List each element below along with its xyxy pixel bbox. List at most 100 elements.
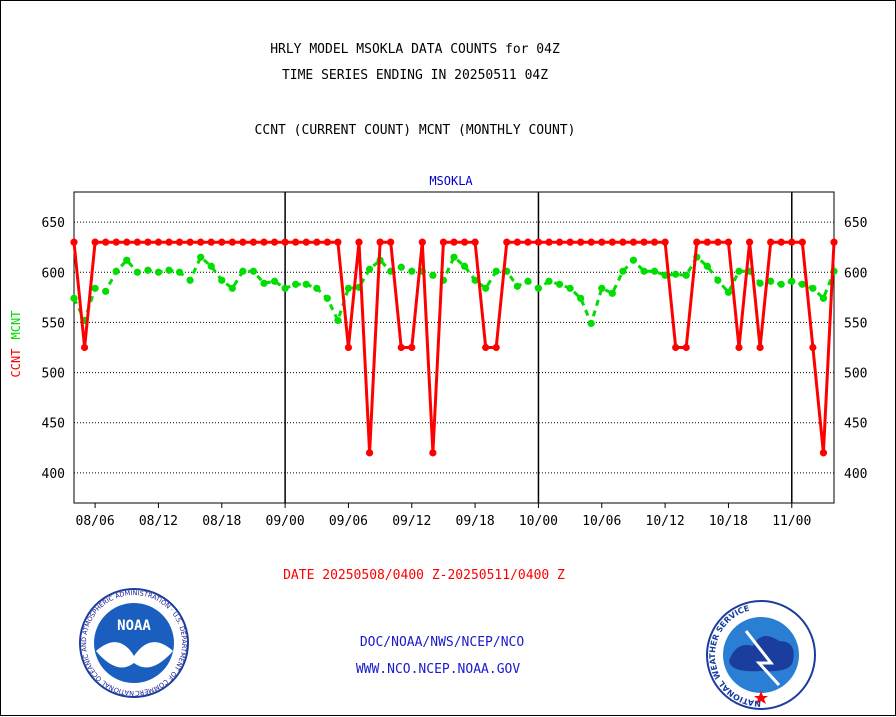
data-point-mcnt (102, 287, 110, 295)
data-point-ccnt (577, 238, 585, 246)
data-point-mcnt (429, 271, 437, 279)
data-point-ccnt (767, 238, 775, 246)
data-point-ccnt (218, 238, 226, 246)
y-tick-label-right: 600 (844, 266, 867, 281)
data-point-mcnt (703, 262, 711, 270)
data-point-ccnt (545, 238, 553, 246)
data-point-mcnt (144, 266, 152, 274)
data-point-ccnt (165, 238, 173, 246)
data-point-mcnt (239, 267, 247, 275)
data-point-ccnt (292, 238, 300, 246)
data-point-mcnt (365, 265, 374, 273)
data-point-ccnt (830, 238, 838, 246)
data-point-ccnt (503, 238, 511, 246)
data-point-ccnt (387, 238, 395, 246)
data-point-mcnt (682, 271, 690, 279)
x-tick-label: 08/12 (139, 514, 178, 529)
noaa-ring-text: NATIONAL OCEANIC AND ATMOSPHERIC ADMINIS… (1, 1, 188, 697)
x-tick-label: 09/18 (456, 514, 495, 529)
data-point-mcnt (640, 267, 648, 275)
data-point-mcnt (672, 270, 680, 278)
data-point-ccnt (566, 238, 574, 246)
data-point-mcnt (788, 277, 796, 285)
data-point-ccnt (123, 238, 131, 246)
noaa-logo: NOAA NATIONAL OCEANIC AND ATMOSPHERIC AD… (1, 1, 189, 698)
data-point-mcnt (334, 316, 342, 325)
data-point-mcnt (207, 262, 215, 270)
y-tick-label-left: 450 (42, 417, 65, 432)
data-point-mcnt (756, 279, 764, 287)
data-point-mcnt (809, 284, 817, 292)
data-point-mcnt (175, 268, 184, 276)
header-line-2: TIME SERIES ENDING IN 20250511 04Z (282, 68, 548, 83)
data-point-mcnt (545, 277, 553, 285)
org-path-text: DOC/NOAA/NWS/NCEP/NCO (360, 635, 525, 650)
data-point-ccnt (102, 238, 110, 246)
data-point-ccnt (471, 238, 479, 246)
series-line-mcnt (72, 255, 836, 325)
y-tick-label-left: 500 (42, 367, 65, 382)
data-point-ccnt (397, 343, 405, 352)
data-point-mcnt (650, 267, 659, 275)
data-point-mcnt (154, 268, 163, 276)
data-point-ccnt (534, 238, 543, 246)
x-tick-label: 10/06 (582, 514, 621, 529)
data-point-mcnt (767, 277, 775, 285)
data-point-ccnt (756, 343, 764, 352)
y-tick-label-left: 550 (42, 316, 65, 331)
x-tick-label: 10/18 (709, 514, 748, 529)
data-point-ccnt (175, 238, 184, 246)
data-point-mcnt (555, 280, 564, 288)
data-point-ccnt (249, 238, 258, 246)
data-point-mcnt (577, 294, 585, 302)
data-point-ccnt (672, 343, 680, 352)
data-point-mcnt (281, 284, 289, 292)
data-point-ccnt (682, 343, 690, 352)
data-point-ccnt (555, 238, 564, 246)
data-point-ccnt (650, 238, 659, 246)
data-point-ccnt (619, 238, 627, 246)
data-point-mcnt (777, 280, 785, 288)
series-line-ccnt (72, 240, 836, 455)
data-point-ccnt (376, 238, 384, 246)
website-link[interactable]: WWW.NCO.NCEP.NOAA.GOV (356, 662, 521, 677)
data-point-ccnt (133, 238, 141, 246)
data-point-mcnt (313, 284, 321, 292)
y-tick-label-left: 400 (42, 467, 65, 482)
data-point-ccnt (207, 238, 215, 246)
x-tick-label: 09/12 (392, 514, 431, 529)
data-point-mcnt (408, 267, 416, 275)
data-point-ccnt (587, 238, 595, 246)
data-point-ccnt (809, 343, 817, 352)
data-point-mcnt (735, 267, 743, 275)
data-point-ccnt (429, 449, 437, 457)
y-tick-label-right: 450 (844, 417, 867, 432)
data-point-mcnt (492, 267, 500, 275)
data-point-ccnt (418, 238, 426, 246)
data-point-mcnt (598, 284, 606, 292)
data-point-mcnt (629, 256, 638, 264)
data-point-ccnt (91, 238, 99, 246)
data-point-ccnt (197, 238, 205, 246)
data-point-ccnt (239, 238, 247, 246)
data-point-ccnt (693, 238, 701, 246)
data-point-ccnt (302, 238, 310, 246)
data-point-ccnt (70, 238, 78, 246)
data-point-mcnt (566, 284, 574, 292)
data-point-ccnt (513, 238, 521, 246)
data-point-ccnt (270, 238, 279, 246)
data-point-mcnt (165, 266, 173, 274)
data-point-mcnt (524, 277, 532, 285)
y-tick-label-right: 500 (844, 367, 867, 382)
data-point-mcnt (323, 294, 331, 302)
data-point-ccnt (365, 449, 374, 457)
data-point-ccnt (661, 238, 669, 246)
data-point-mcnt (344, 284, 353, 292)
data-point-ccnt (112, 238, 120, 246)
plot-frame (73, 191, 835, 504)
data-point-ccnt (629, 238, 638, 246)
chart-title: MSOKLA (429, 174, 473, 188)
data-point-mcnt (397, 263, 405, 271)
y-axis-label: CCNT MCNT (9, 311, 23, 378)
